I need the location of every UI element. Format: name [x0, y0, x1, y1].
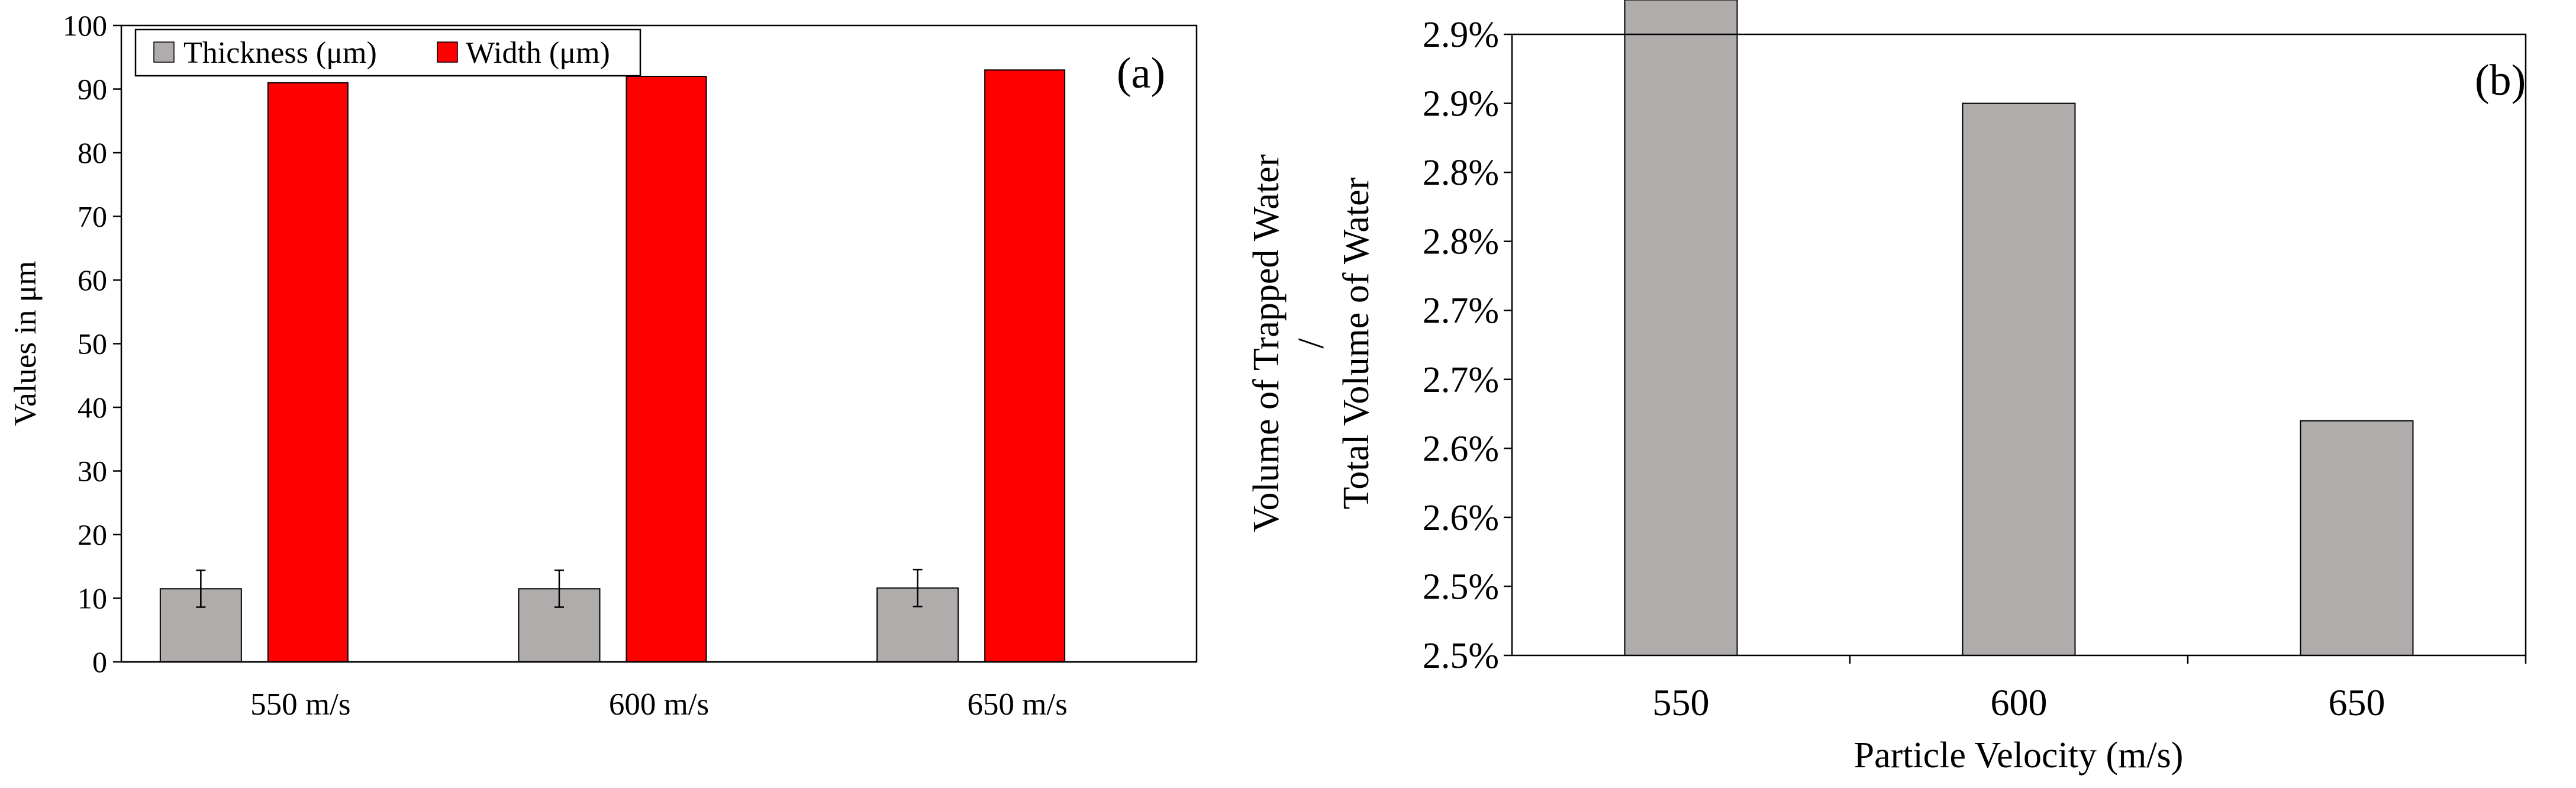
panel-a-x-tick-label: 650 m/s [968, 687, 1068, 722]
panel-b-y-axis-title-line-1: Volume of Trapped Water [1246, 154, 1287, 532]
panel-b-y-tick-label: 2.6% [1423, 498, 1499, 538]
panel-b-chart: 2.5% 2.5% 2.6% 2.6% 2.7% 2.7% 2.8% 2.8% 2.9% 2.9%… [1246, 0, 2527, 776]
panel-a-y-tick-label: 0 [92, 645, 107, 678]
panel-a-y-tick-label: 30 [78, 455, 107, 488]
panel-b-x-axis-title: Particle Velocity (m/s) [1854, 735, 2184, 776]
panel-b-y-tick-label: 2.5% [1423, 636, 1499, 676]
panel-a-label: (a) [1117, 49, 1165, 98]
panel-a-y-tick-label: 40 [78, 391, 107, 424]
panel-b-y-tick-label: 2.8% [1423, 222, 1499, 262]
panel-a-y-axis-title: Values in μm [8, 261, 43, 426]
trapped-water-bar-600 [1962, 102, 2076, 657]
panel-a-plot-frame [120, 24, 1198, 663]
panel-b-y-tick-label: 2.5% [1423, 567, 1499, 607]
panel-b-label: (b) [2475, 56, 2526, 105]
legend-swatch-thickness [153, 41, 175, 63]
panel-a-chart: 0 10 20 30 40 50 60 70 80 90 100 550 m/s 600 m/s 650 … [8, 9, 1198, 722]
panel-a-x-tick-label: 550 m/s [250, 687, 350, 722]
width-bar-600ms [626, 76, 707, 662]
panel-a-x-tick-label: 600 m/s [609, 687, 709, 722]
panel-a-legend: Thickness (μm) Width (μm) [134, 28, 641, 77]
panel-b-y-tick-label: 2.7% [1423, 360, 1499, 400]
legend-label-thickness: Thickness (μm) [183, 36, 377, 70]
panel-b-y-tick-label: 2.8% [1423, 153, 1499, 193]
width-bar-550ms [267, 82, 349, 662]
panel-a-y-tick-label: 80 [78, 136, 107, 169]
panel-a-y-tick-label: 10 [78, 582, 107, 615]
trapped-water-bar-650 [2300, 420, 2414, 656]
panel-b-y-tick-label: 2.6% [1423, 429, 1499, 469]
panel-b-y-axis-title-line-2: / [1291, 338, 1331, 349]
panel-b-y-axis-title-line-3: Total Volume of Water [1336, 177, 1376, 509]
legend-swatch-width [437, 41, 458, 63]
panel-b-x-tick-label: 600 [1991, 681, 2048, 723]
legend-box [134, 28, 641, 77]
panel-a-y-tick-label: 70 [78, 200, 107, 233]
width-bar-650ms [984, 69, 1066, 662]
panel-a-y-tick-label: 20 [78, 518, 107, 551]
trapped-water-bar-550 [1624, 0, 1738, 657]
panel-b-y-tick-label: 2.7% [1423, 291, 1499, 331]
panel-b-plot-frame [1511, 33, 2527, 657]
panel-b-x-tick-label: 550 [1653, 681, 1710, 723]
panel-b-y-tick-label: 2.9% [1423, 15, 1499, 55]
panel-a-y-tick-label: 60 [78, 263, 107, 297]
panel-b-y-tick-label: 2.9% [1423, 84, 1499, 124]
legend-label-width: Width (μm) [466, 36, 610, 70]
panel-a-y-tick-label: 50 [78, 327, 107, 361]
panel-b-x-tick-label: 650 [2329, 681, 2385, 723]
panel-a-y-tick-label: 100 [63, 9, 107, 42]
panel-a-y-tick-label: 90 [78, 73, 107, 106]
